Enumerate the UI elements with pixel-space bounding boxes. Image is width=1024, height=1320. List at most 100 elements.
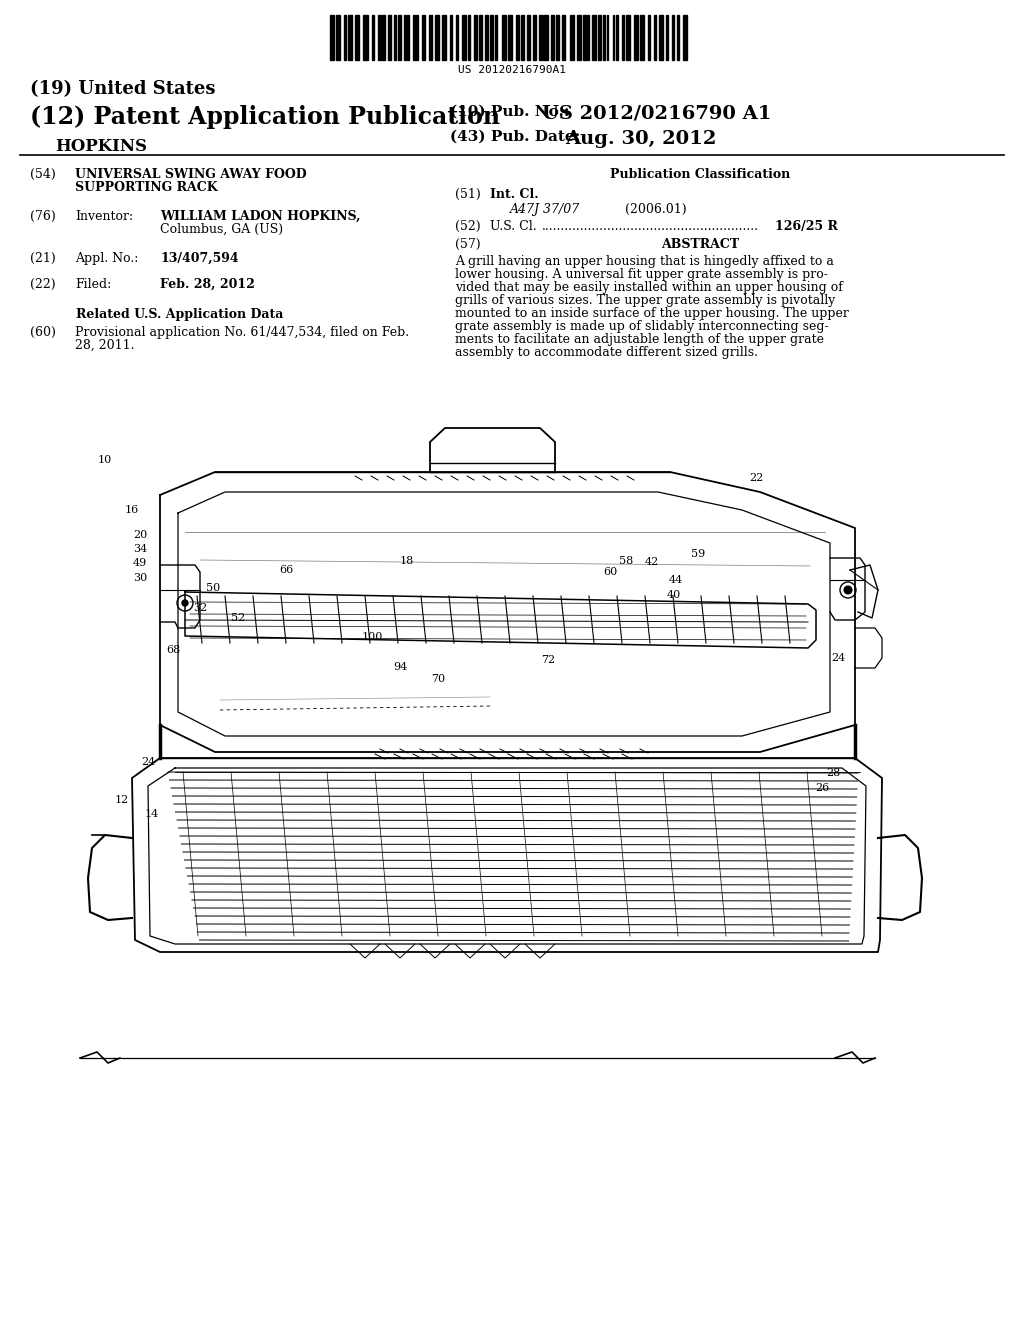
Text: Aug. 30, 2012: Aug. 30, 2012: [565, 129, 717, 148]
Bar: [398, 15, 401, 59]
Text: UNIVERSAL SWING AWAY FOOD: UNIVERSAL SWING AWAY FOOD: [75, 168, 306, 181]
Text: 126/25 R: 126/25 R: [775, 220, 838, 234]
Text: 68: 68: [166, 645, 180, 655]
Bar: [344, 15, 346, 59]
Bar: [526, 15, 529, 59]
Text: 34: 34: [133, 544, 147, 554]
Text: 30: 30: [133, 573, 147, 583]
Text: 66: 66: [279, 565, 293, 576]
Circle shape: [177, 595, 193, 611]
Text: (21): (21): [30, 252, 55, 265]
Bar: [474, 15, 477, 59]
Text: 58: 58: [618, 556, 633, 566]
Bar: [429, 15, 432, 59]
Text: Provisional application No. 61/447,534, filed on Feb.: Provisional application No. 61/447,534, …: [75, 326, 410, 339]
Bar: [612, 15, 614, 59]
Circle shape: [844, 586, 852, 594]
Bar: [364, 15, 368, 59]
Bar: [394, 15, 396, 59]
Bar: [489, 15, 493, 59]
Text: 28, 2011.: 28, 2011.: [75, 339, 134, 352]
Text: WILLIAM LADON HOPKINS,: WILLIAM LADON HOPKINS,: [160, 210, 360, 223]
Bar: [634, 15, 638, 59]
Text: US 20120216790A1: US 20120216790A1: [458, 65, 566, 75]
Text: 50: 50: [206, 583, 220, 593]
Text: 70: 70: [431, 675, 445, 684]
Bar: [569, 15, 573, 59]
Text: ABSTRACT: ABSTRACT: [660, 238, 739, 251]
Text: grills of various sizes. The upper grate assembly is pivotally: grills of various sizes. The upper grate…: [455, 294, 836, 308]
Text: U.S. Cl.: U.S. Cl.: [490, 220, 537, 234]
Bar: [462, 15, 467, 59]
Circle shape: [840, 582, 856, 598]
Text: Feb. 28, 2012: Feb. 28, 2012: [160, 279, 255, 290]
Bar: [588, 15, 589, 59]
Text: (10) Pub. No.:: (10) Pub. No.:: [450, 106, 569, 119]
Text: 12: 12: [115, 795, 129, 805]
Bar: [562, 15, 565, 59]
Text: US 2012/0216790 A1: US 2012/0216790 A1: [542, 106, 771, 123]
Text: Filed:: Filed:: [75, 279, 112, 290]
Bar: [577, 15, 581, 59]
Text: A47J 37/07: A47J 37/07: [510, 203, 581, 216]
Text: 52: 52: [230, 612, 245, 623]
Circle shape: [182, 601, 188, 606]
Text: 40: 40: [667, 590, 681, 601]
Bar: [348, 15, 352, 59]
Text: A grill having an upper housing that is hingedly affixed to a: A grill having an upper housing that is …: [455, 255, 834, 268]
Text: Appl. No.:: Appl. No.:: [75, 252, 138, 265]
Bar: [603, 15, 605, 59]
Text: 100: 100: [361, 632, 383, 642]
Text: Related U.S. Application Data: Related U.S. Application Data: [77, 308, 284, 321]
Text: grate assembly is made up of slidably interconnecting seg-: grate assembly is made up of slidably in…: [455, 319, 828, 333]
Text: (54): (54): [30, 168, 55, 181]
Bar: [414, 15, 418, 59]
Bar: [556, 15, 559, 59]
Bar: [539, 15, 542, 59]
Text: ments to facilitate an adjustable length of the upper grate: ments to facilitate an adjustable length…: [455, 333, 824, 346]
Text: 13/407,594: 13/407,594: [160, 252, 239, 265]
Bar: [640, 15, 644, 59]
Text: 14: 14: [144, 809, 159, 818]
Text: 26: 26: [815, 783, 829, 793]
Bar: [457, 15, 458, 59]
Text: mounted to an inside surface of the upper housing. The upper: mounted to an inside surface of the uppe…: [455, 308, 849, 319]
Bar: [336, 15, 340, 59]
Bar: [435, 15, 439, 59]
Bar: [532, 15, 536, 59]
Bar: [626, 15, 630, 59]
Text: 60: 60: [603, 568, 617, 577]
Text: 32: 32: [193, 603, 207, 612]
Text: HOPKINS: HOPKINS: [55, 139, 147, 154]
Text: Columbus, GA (US): Columbus, GA (US): [160, 223, 283, 236]
Bar: [683, 15, 687, 59]
Bar: [659, 15, 664, 59]
Text: 44: 44: [669, 576, 683, 585]
Text: (43) Pub. Date:: (43) Pub. Date:: [450, 129, 581, 144]
Text: ........................................................: ........................................…: [542, 220, 759, 234]
Text: 28: 28: [826, 768, 840, 777]
Text: (12) Patent Application Publication: (12) Patent Application Publication: [30, 106, 500, 129]
Bar: [521, 15, 523, 59]
Text: 16: 16: [125, 506, 139, 515]
Bar: [388, 15, 391, 59]
Bar: [382, 15, 385, 59]
Text: assembly to accommodate different sized grills.: assembly to accommodate different sized …: [455, 346, 758, 359]
Bar: [422, 15, 425, 59]
Bar: [654, 15, 656, 59]
Bar: [479, 15, 482, 59]
Text: (19) United States: (19) United States: [30, 81, 215, 98]
Text: (57): (57): [455, 238, 480, 251]
Text: (52): (52): [455, 220, 480, 234]
Text: 42: 42: [645, 557, 659, 568]
Bar: [648, 15, 650, 59]
Text: vided that may be easily installed within an upper housing of: vided that may be easily installed withi…: [455, 281, 843, 294]
Bar: [583, 15, 586, 59]
Text: (76): (76): [30, 210, 55, 223]
Text: (2006.01): (2006.01): [625, 203, 687, 216]
Bar: [672, 15, 674, 59]
Text: (60): (60): [30, 326, 56, 339]
Bar: [667, 15, 668, 59]
Text: 72: 72: [541, 655, 555, 665]
Text: 10: 10: [98, 455, 112, 465]
